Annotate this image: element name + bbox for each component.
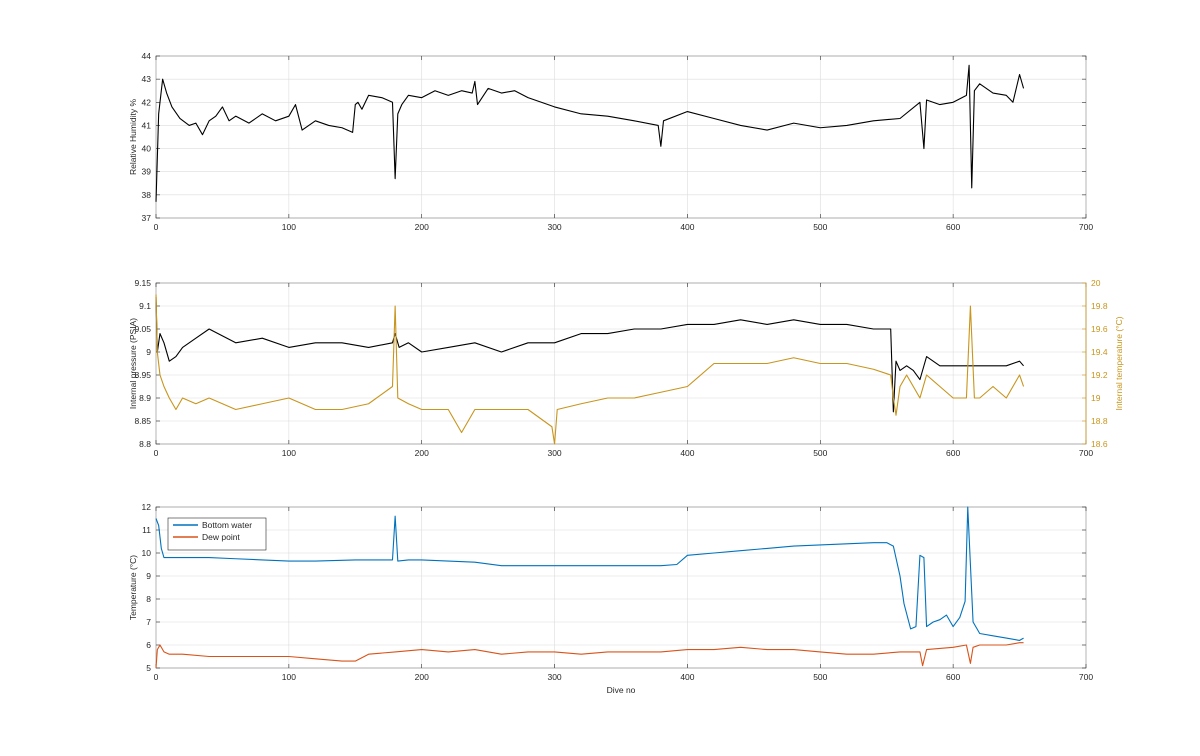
y-tick-label: 38 bbox=[142, 190, 152, 200]
x-tick-label: 600 bbox=[946, 672, 960, 682]
y-tick-label: 8.85 bbox=[134, 416, 151, 426]
chart-panel-2: 0 100 200 300 400 500 600 700 8.8 8.85 8.9 8.95 9 9.0… bbox=[128, 278, 1124, 458]
y-tick-label: 6 bbox=[146, 640, 151, 650]
y2-tick-label: 19.4 bbox=[1091, 347, 1108, 357]
y-tick-label: 42 bbox=[142, 97, 152, 107]
legend-entry: Bottom water bbox=[202, 520, 252, 530]
y2-tick-label: 19.2 bbox=[1091, 370, 1108, 380]
x-tick-label: 300 bbox=[547, 448, 561, 458]
legend-entry: Dew point bbox=[202, 532, 240, 542]
series-line-1 bbox=[155, 506, 1024, 641]
y-axis-label: Temperature (°C) bbox=[128, 555, 138, 620]
y-tick-label: 41 bbox=[142, 120, 152, 130]
x-tick-label: 300 bbox=[547, 222, 561, 232]
x-tick-label: 100 bbox=[282, 222, 296, 232]
legend: Bottom water Dew point bbox=[167, 517, 267, 551]
y-tick-label: 8.9 bbox=[139, 393, 151, 403]
y2-axis-label: Internal temperature (°C) bbox=[1114, 316, 1124, 410]
series-line-2 bbox=[155, 294, 1025, 445]
y-tick-label: 43 bbox=[142, 74, 152, 84]
y-tick-label: 5 bbox=[146, 663, 151, 673]
y-tick-label: 37 bbox=[142, 213, 152, 223]
x-tick-label: 500 bbox=[813, 222, 827, 232]
plot-area bbox=[155, 282, 1087, 445]
y2-tick-label: 18.6 bbox=[1091, 439, 1108, 449]
x-tick-label: 700 bbox=[1079, 222, 1093, 232]
y-tick-label: 11 bbox=[142, 525, 151, 535]
y-tick-label: 12 bbox=[142, 502, 152, 512]
plot-area bbox=[155, 55, 1087, 219]
x-tick-label: 100 bbox=[282, 448, 296, 458]
x-axis-label: Dive no bbox=[607, 685, 636, 695]
plot-area bbox=[155, 506, 1087, 669]
chart-panel-1: 0 100 200 300 400 500 600 700 37 38 39 40 41 42 43 44 Re… bbox=[128, 51, 1093, 232]
x-tick-label: 700 bbox=[1079, 448, 1093, 458]
series-line-1 bbox=[155, 296, 1024, 413]
series-line-1 bbox=[155, 64, 1025, 202]
y-tick-label: 8.8 bbox=[139, 439, 151, 449]
y2-tick-label: 19 bbox=[1091, 393, 1101, 403]
x-tick-label: 0 bbox=[154, 222, 159, 232]
y-tick-label: 39 bbox=[142, 167, 152, 177]
x-tick-label: 500 bbox=[813, 448, 827, 458]
legend-box bbox=[167, 517, 267, 551]
y-tick-label: 9 bbox=[146, 571, 151, 581]
x-tick-label: 0 bbox=[154, 448, 159, 458]
x-tick-label: 600 bbox=[946, 222, 960, 232]
x-tick-label: 600 bbox=[946, 448, 960, 458]
y-tick-label: 10 bbox=[142, 548, 152, 558]
chart-panel-3: 0 100 200 300 400 500 600 700 5 6 7 8 9 10 11 12 Tempera… bbox=[128, 502, 1093, 695]
y-tick-label: 44 bbox=[142, 51, 152, 61]
series-line-2 bbox=[155, 642, 1024, 669]
y-tick-label: 7 bbox=[146, 617, 151, 627]
x-tick-label: 200 bbox=[415, 672, 429, 682]
x-tick-label: 400 bbox=[680, 448, 694, 458]
y-tick-label: 40 bbox=[142, 144, 152, 154]
y2-tick-label: 19.8 bbox=[1091, 301, 1108, 311]
x-tick-label: 400 bbox=[680, 222, 694, 232]
y2-tick-label: 19.6 bbox=[1091, 324, 1108, 334]
y-tick-label: 9.05 bbox=[134, 324, 151, 334]
x-tick-label: 300 bbox=[547, 672, 561, 682]
x-tick-label: 500 bbox=[813, 672, 827, 682]
x-tick-label: 200 bbox=[415, 448, 429, 458]
y-axis-label: Internal pressure (PSIA) bbox=[128, 318, 138, 409]
y-axis-label: Relative Humidity % bbox=[128, 99, 138, 175]
x-tick-label: 0 bbox=[154, 672, 159, 682]
y-tick-label: 8.95 bbox=[134, 370, 151, 380]
y-tick-label: 8 bbox=[146, 594, 151, 604]
y2-tick-label: 18.8 bbox=[1091, 416, 1108, 426]
x-tick-label: 700 bbox=[1079, 672, 1093, 682]
x-tick-label: 400 bbox=[680, 672, 694, 682]
y2-tick-label: 20 bbox=[1091, 278, 1101, 288]
y-tick-label: 9.15 bbox=[134, 278, 151, 288]
x-tick-label: 100 bbox=[282, 672, 296, 682]
x-tick-label: 200 bbox=[415, 222, 429, 232]
y-tick-label: 9.1 bbox=[139, 301, 151, 311]
y-tick-label: 9 bbox=[146, 347, 151, 357]
